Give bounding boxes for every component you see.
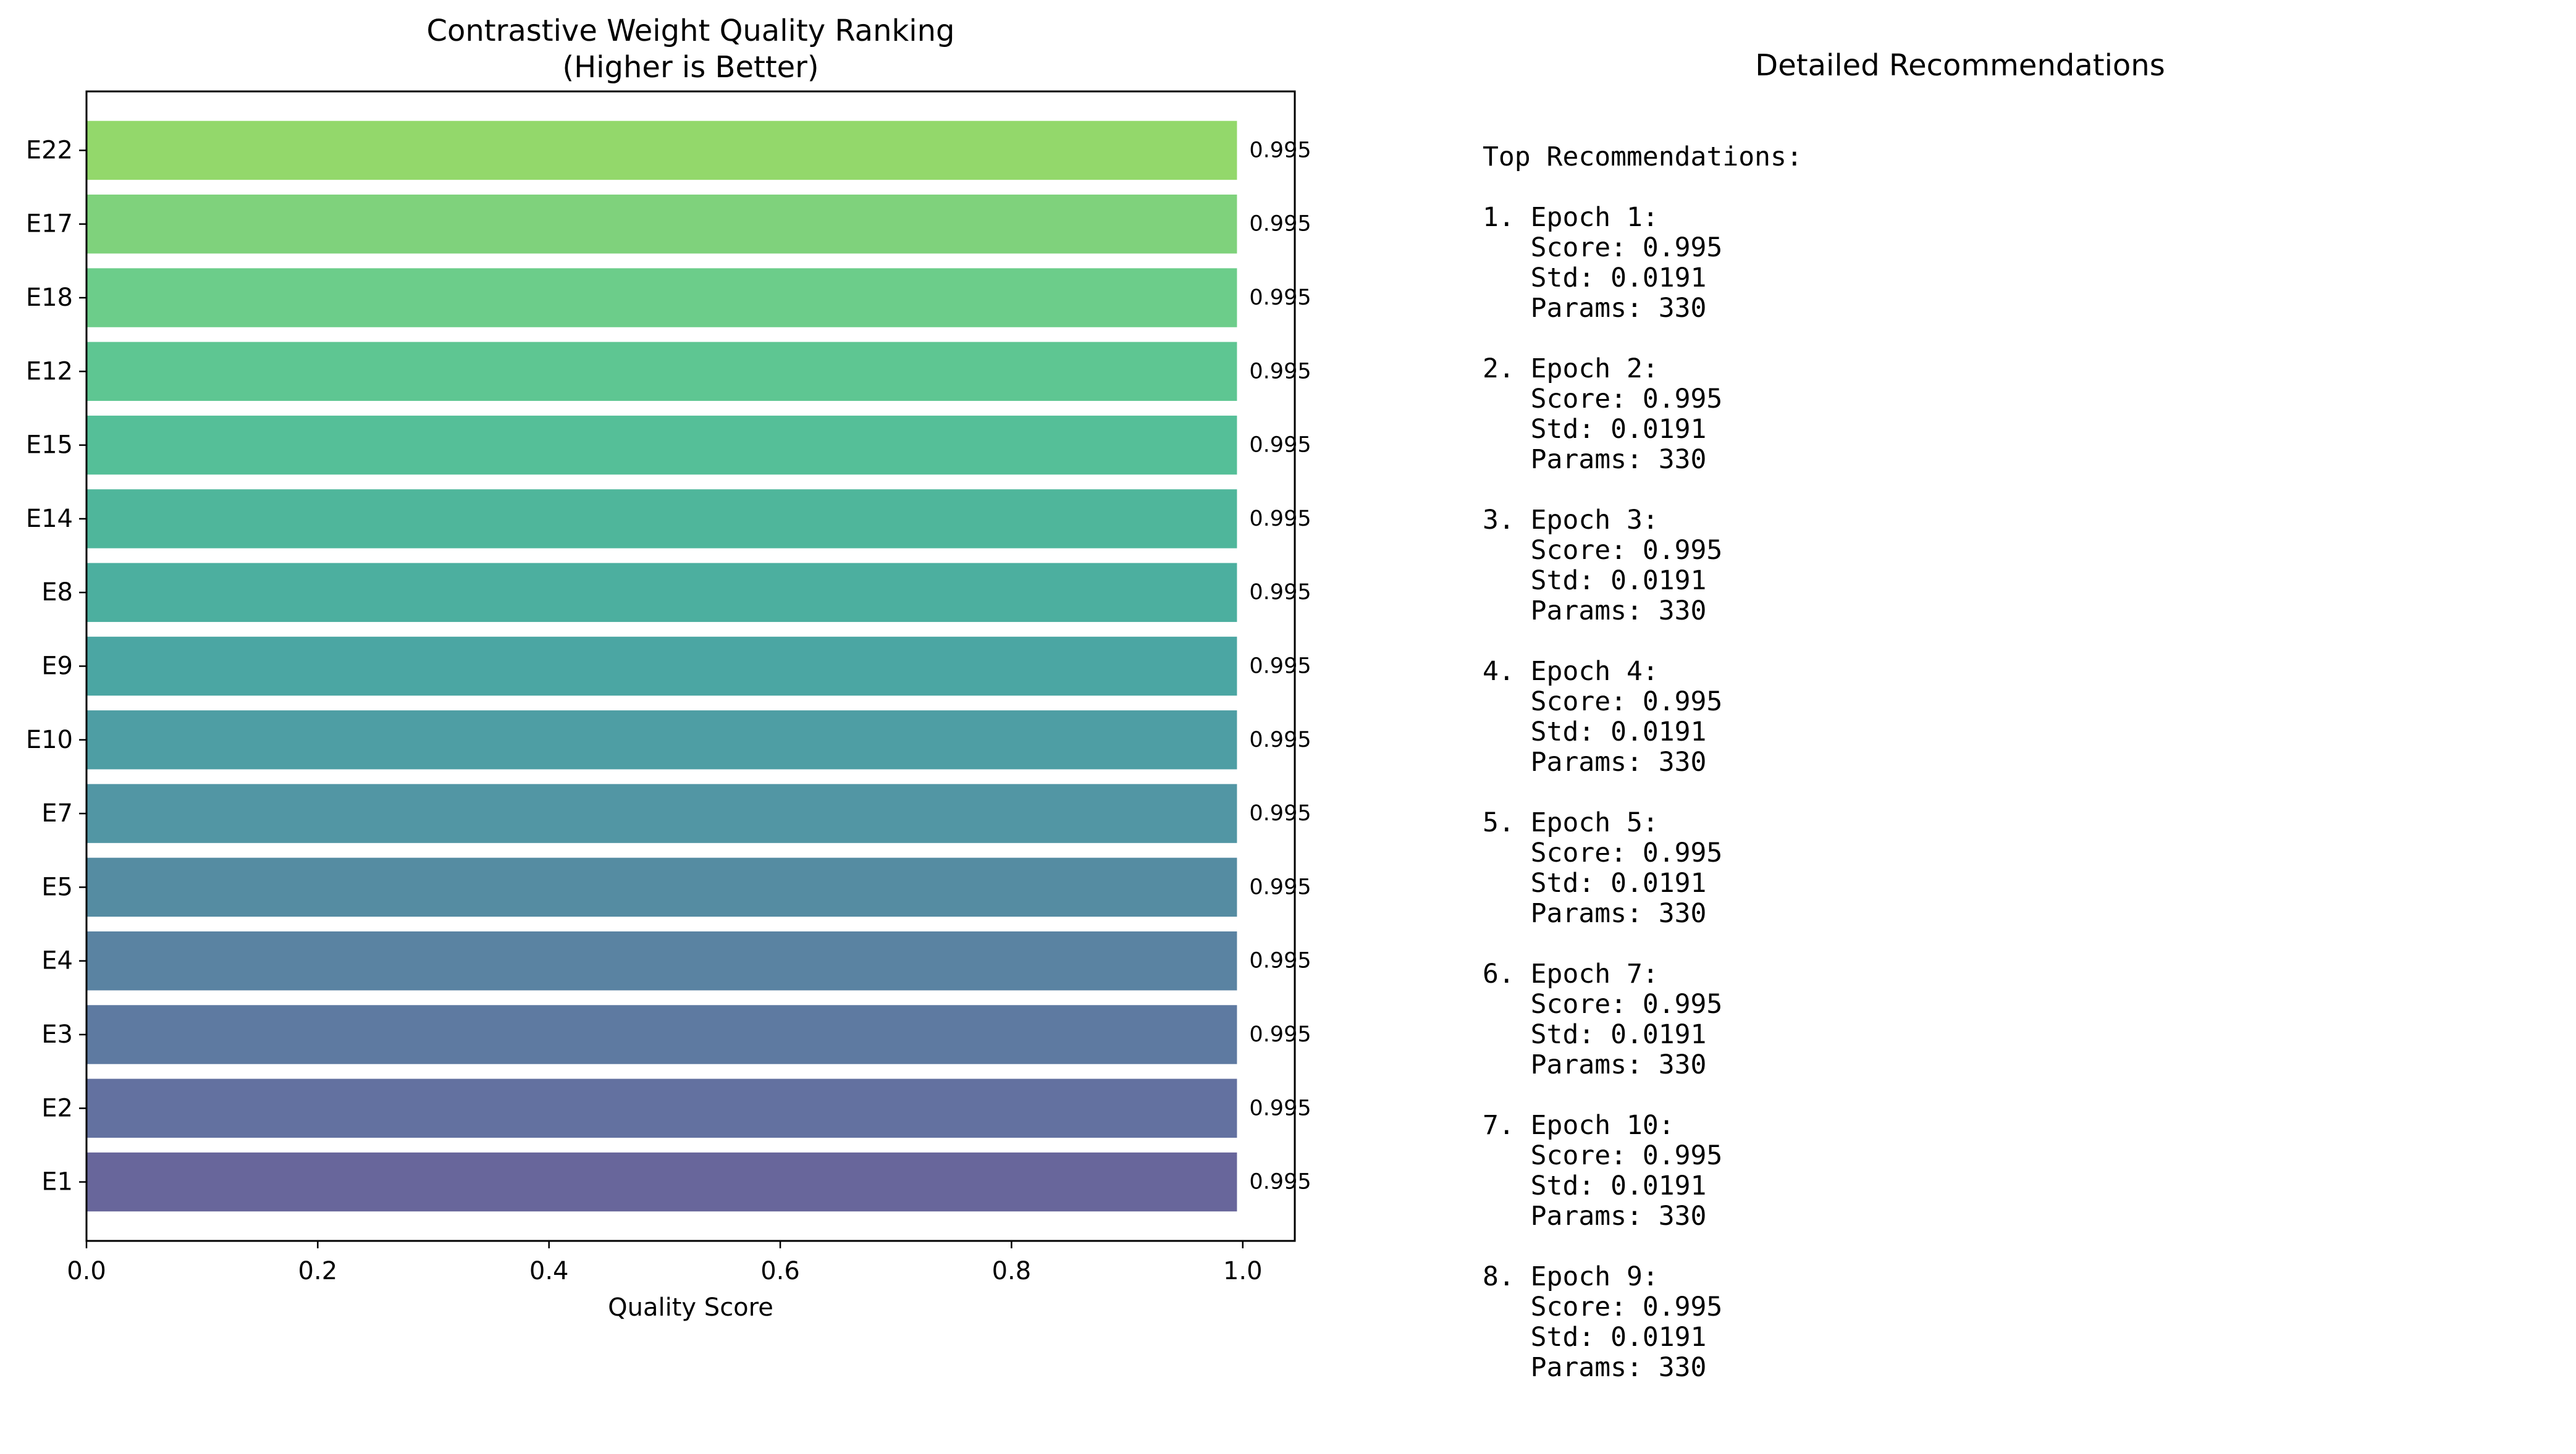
- bar-e9: [86, 636, 1237, 696]
- y-tick-label: E12: [26, 357, 73, 385]
- bar-value-label: 0.995: [1249, 801, 1311, 826]
- bar-e1: [86, 1152, 1237, 1212]
- chart-subtitle: (Higher is Better): [562, 50, 819, 85]
- bar-e18: [86, 268, 1237, 327]
- bar-e4: [86, 931, 1237, 991]
- recommendations-panel: Top Recommendations: 1. Epoch 1: Score: …: [1483, 142, 2533, 1383]
- y-tick-label: E22: [26, 136, 73, 164]
- bar-value-label: 0.995: [1249, 1022, 1311, 1047]
- y-tick-label: E5: [41, 873, 73, 901]
- y-tick-label: E14: [26, 505, 73, 533]
- x-tick-label: 0.2: [298, 1257, 338, 1285]
- y-tick-label: E15: [26, 431, 73, 460]
- bar-value-label: 0.995: [1249, 949, 1311, 973]
- x-tick-label: 0.0: [67, 1257, 106, 1285]
- y-tick-label: E1: [41, 1168, 73, 1196]
- y-tick-label: E10: [26, 726, 73, 754]
- y-tick-label: E4: [41, 947, 73, 975]
- bar-value-label: 0.995: [1249, 212, 1311, 237]
- plot-frame: [85, 90, 1296, 1242]
- bar-value-label: 0.995: [1249, 506, 1311, 531]
- bar-value-label: 0.995: [1249, 875, 1311, 899]
- bar-e22: [86, 120, 1237, 180]
- bar-value-label: 0.995: [1249, 580, 1311, 605]
- chart-title: Contrastive Weight Quality Ranking: [426, 14, 954, 48]
- x-tick-label: 0.6: [760, 1257, 800, 1285]
- bar-e12: [86, 342, 1237, 401]
- x-tick-label: 1.0: [1223, 1257, 1263, 1285]
- bar-value-label: 0.995: [1249, 654, 1311, 679]
- bars: [86, 120, 1237, 1212]
- recommendations-text: Top Recommendations: 1. Epoch 1: Score: …: [1483, 141, 1803, 1383]
- y-tick-label: E8: [41, 578, 73, 607]
- y-tick-label: E9: [41, 652, 73, 681]
- bar-value-label: 0.995: [1249, 728, 1311, 752]
- x-tick-label: 0.8: [992, 1257, 1032, 1285]
- recommendations-title: Detailed Recommendations: [1755, 48, 2165, 83]
- x-axis-ticks: 0.0 0.2 0.4 0.6 0.8 1.0: [67, 1241, 1263, 1285]
- y-tick-label: E3: [41, 1020, 73, 1049]
- bar-value-label: 0.995: [1249, 359, 1311, 384]
- bar-e10: [86, 710, 1237, 770]
- y-tick-label: E18: [26, 284, 73, 312]
- bar-value-label: 0.995: [1249, 285, 1311, 310]
- y-tick-labels: E22 E17 E18 E12 E15 E14 E8 E9 E10 E7 E5 E4 E3 E2 E1: [26, 136, 86, 1196]
- x-tick-label: 0.4: [529, 1257, 569, 1285]
- bar-value-label: 0.995: [1249, 1170, 1311, 1195]
- bar-e7: [86, 784, 1237, 843]
- y-tick-label: E17: [26, 210, 73, 238]
- y-tick-label: E7: [41, 799, 73, 828]
- bar-e8: [86, 563, 1237, 622]
- bar-e5: [86, 857, 1237, 917]
- bar-value-label: 0.995: [1249, 138, 1311, 162]
- bar-e2: [86, 1078, 1237, 1138]
- bar-e17: [86, 195, 1237, 254]
- bar-e15: [86, 415, 1237, 475]
- bar-value-label: 0.995: [1249, 433, 1311, 458]
- bar-e3: [86, 1005, 1237, 1064]
- value-labels: 0.995 0.995 0.995 0.995 0.995 0.995 0.995 0.995…: [1249, 138, 1311, 1194]
- x-axis-label: Quality Score: [608, 1293, 773, 1322]
- bar-value-label: 0.995: [1249, 1096, 1311, 1120]
- bar-e14: [86, 489, 1237, 548]
- y-tick-label: E2: [41, 1094, 73, 1122]
